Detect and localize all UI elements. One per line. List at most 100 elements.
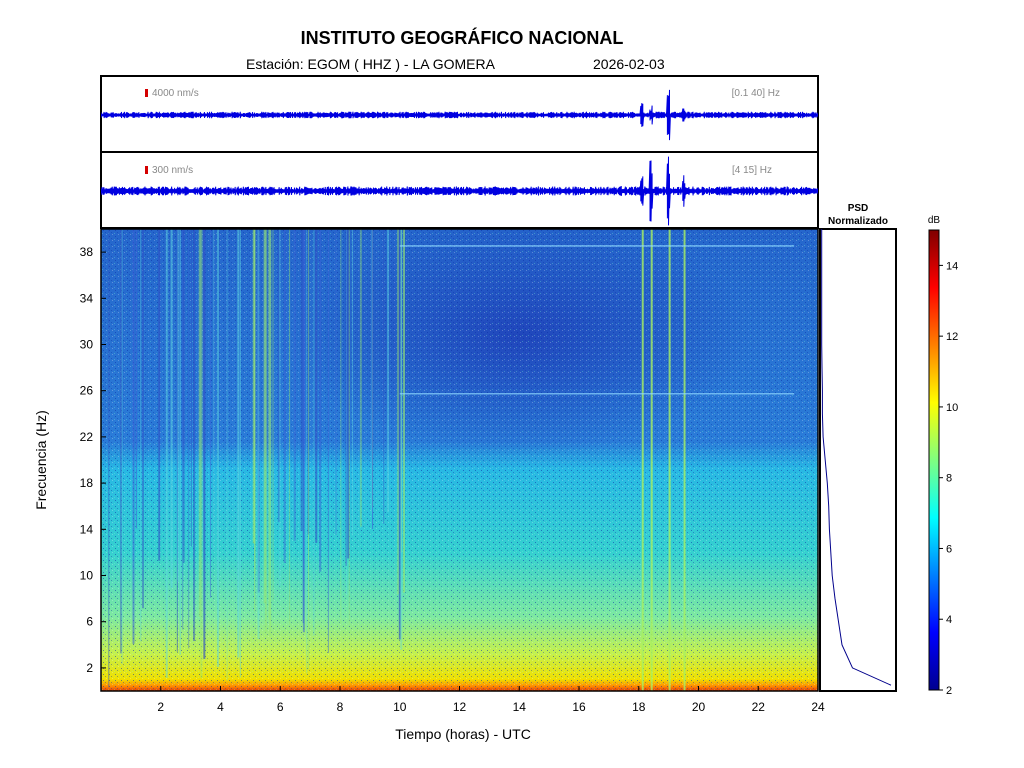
spectrogram-stripe [140,229,142,642]
spectrogram-stripe [210,229,212,598]
event-stripe [668,229,671,691]
y-tick-label: 14 [80,522,94,536]
spectrogram-stripe [398,229,401,640]
trace-band-label: [4 15] Hz [732,165,772,176]
spectrogram-stripe [216,229,219,668]
spectrogram-stripe [307,229,309,535]
trace-scale-label: 4000 nm/s [152,88,199,99]
spectrogram-stripe [289,229,291,625]
trace-panel-broadband: 4000 nm/s [0.1 40] Hz [100,75,819,153]
psd-curve [821,229,892,686]
colorbar-tick-label: 12 [946,331,958,343]
spectrogram-stripe [340,229,342,624]
spectrogram-stripe [193,229,196,642]
spectrogram-stripe [400,229,402,553]
spectrogram-stripe [371,229,373,515]
y-tick-label: 26 [80,384,94,398]
trace-band-label: [0.1 40] Hz [732,88,780,99]
spectrogram-stripe [359,229,362,527]
spectrogram-stripe [121,229,123,664]
spectrogram-stripe [237,229,240,658]
colorbar-ticks: 2 4 6 8 10 12 14 [939,260,958,697]
y-tick-label: 38 [80,245,94,259]
spectrogram-stripe [308,229,310,670]
spectrogram-stripe [272,229,274,601]
y-tick-label: 6 [86,615,93,629]
spectrogram-stripe [387,229,390,513]
spectrogram-stripe [293,229,296,541]
x-tick-label: 12 [453,700,467,714]
colorbar-tick-label: 6 [946,543,952,555]
date-label: 2026-02-03 [593,56,665,72]
x-tick-label: 2 [157,700,164,714]
colorbar-tick-label: 8 [946,473,952,485]
spectrogram-stripe [267,229,270,620]
psd-title-line2: Normalizado [828,216,888,227]
event-stripe [683,229,686,691]
y-tick-label: 18 [80,476,94,490]
spectrogram-stripe [179,229,181,655]
x-axis-ticks: 2 4 6 8 10 12 14 16 18 20 22 24 [157,686,825,714]
spectrogram-stripe [347,229,350,559]
spectrogram-panel: 2 4 6 8 10 12 14 16 18 20 22 24 261014182226303438 … [33,228,825,742]
page-title: INSTITUTO GEOGRÁFICO NACIONAL [300,28,624,48]
spectrogram-stripe [345,229,347,566]
spectrogram-stripes [108,229,795,691]
y-tick-label: 34 [80,291,94,305]
spectrogram-stripe [165,229,168,678]
spectrogram-stripe [335,229,337,535]
x-tick-label: 10 [393,700,407,714]
spectrogram-stripe [254,229,256,574]
spectrogram-stripe [315,229,318,543]
spectrogram-stripe [142,229,145,609]
spectrogram-stripe [351,229,353,536]
x-tick-label: 14 [513,700,527,714]
spectrogram-stripe [120,229,123,654]
y-tick-label: 30 [80,338,94,352]
event-stripe [641,229,644,691]
x-tick-label: 16 [572,700,586,714]
spectrogram-stripe [213,229,215,552]
spectrogram-stripe [203,229,206,659]
spectrogram-stripe [263,229,266,604]
spectrogram-stripe [283,229,286,563]
subtitle: Estación: EGOM ( HHZ ) - LA GOMERA 2026-… [0,56,1024,74]
x-axis-label: Tiempo (horas) - UTC [395,726,531,742]
seismic-trace-filtered [101,156,818,226]
spectrogram-stripe [327,229,329,653]
spectrogram-stripe [302,229,305,633]
colorbar-tick-label: 2 [946,685,952,697]
spectrogram-stripe [170,229,173,588]
spectrogram-stripe [277,229,280,523]
spectrogram-stripe [188,229,190,649]
x-tick-label: 18 [632,700,646,714]
x-tick-label: 22 [752,700,766,714]
colorbar-tick-label: 4 [946,614,952,626]
spectrogram-stripe [372,229,374,529]
spectrogram-stripe [190,229,192,547]
spectrogram-stripe [239,229,241,678]
spectrogram-stripe [300,229,303,531]
spectrogram-stripe [400,229,403,650]
spectrogram-stripe [313,229,315,636]
trace-scale-bar [145,89,148,97]
spectrogram-stripe [182,229,184,630]
spectrogram-stripe [257,229,260,593]
spectrogram-stripe [198,229,201,617]
spectrogram-stripe [257,229,260,639]
seismic-trace-broadband [101,89,818,141]
x-tick-label: 6 [277,700,284,714]
spectrogram-stripe [279,229,281,587]
y-tick-label: 2 [86,661,93,675]
spectrogram-stripe [182,229,185,563]
x-tick-label: 4 [217,700,224,714]
spectrogram-stripe [383,229,385,524]
spectrogram-stripe [200,229,203,679]
spectrogram-stripe [252,229,255,544]
y-tick-label: 22 [80,430,94,444]
spectrogram-stripe [306,229,308,674]
colorbar-tick-label: 10 [946,402,958,414]
x-tick-label: 8 [337,700,344,714]
